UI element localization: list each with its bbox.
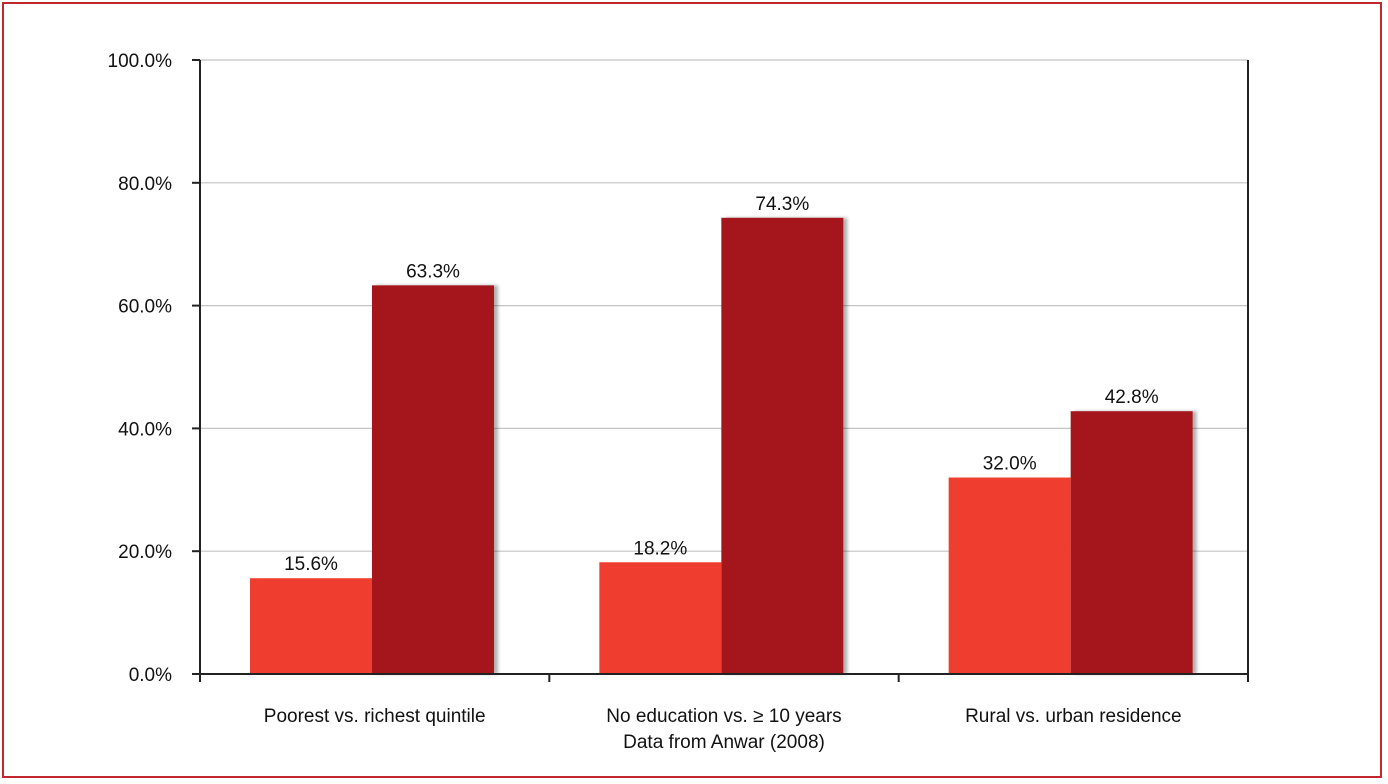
- data-label: 15.6%: [284, 554, 338, 575]
- bar: [721, 217, 844, 674]
- bar: [372, 285, 494, 674]
- data-label: 42.8%: [1105, 387, 1159, 408]
- y-tick-label: 100.0%: [108, 51, 173, 72]
- bar: [250, 578, 372, 674]
- x-category-label: Data from Anwar (2008): [623, 732, 825, 753]
- y-tick-label: 40.0%: [118, 419, 172, 440]
- x-category-label: No education vs. ≥ 10 years: [606, 706, 841, 727]
- bar: [599, 562, 722, 674]
- data-label: 32.0%: [983, 454, 1037, 475]
- labels: 0.0% 20.0% 40.0% 60.0% 80.0% 100.0% 15.6% 63.3%…: [108, 51, 1182, 753]
- data-label: 18.2%: [633, 538, 687, 559]
- axes: [192, 59, 1249, 682]
- x-category-label: Rural vs. urban residence: [965, 706, 1182, 727]
- y-tick-label: 60.0%: [118, 297, 172, 318]
- y-tick-label: 20.0%: [118, 542, 172, 563]
- y-tick-label: 80.0%: [118, 174, 172, 195]
- bar: [948, 477, 1071, 674]
- data-label: 74.3%: [755, 194, 809, 215]
- bars: [250, 217, 1193, 674]
- x-category-label: Poorest vs. richest quintile: [264, 706, 486, 727]
- data-label: 63.3%: [406, 261, 460, 282]
- bar: [1070, 411, 1193, 674]
- y-tick-label: 0.0%: [129, 665, 172, 686]
